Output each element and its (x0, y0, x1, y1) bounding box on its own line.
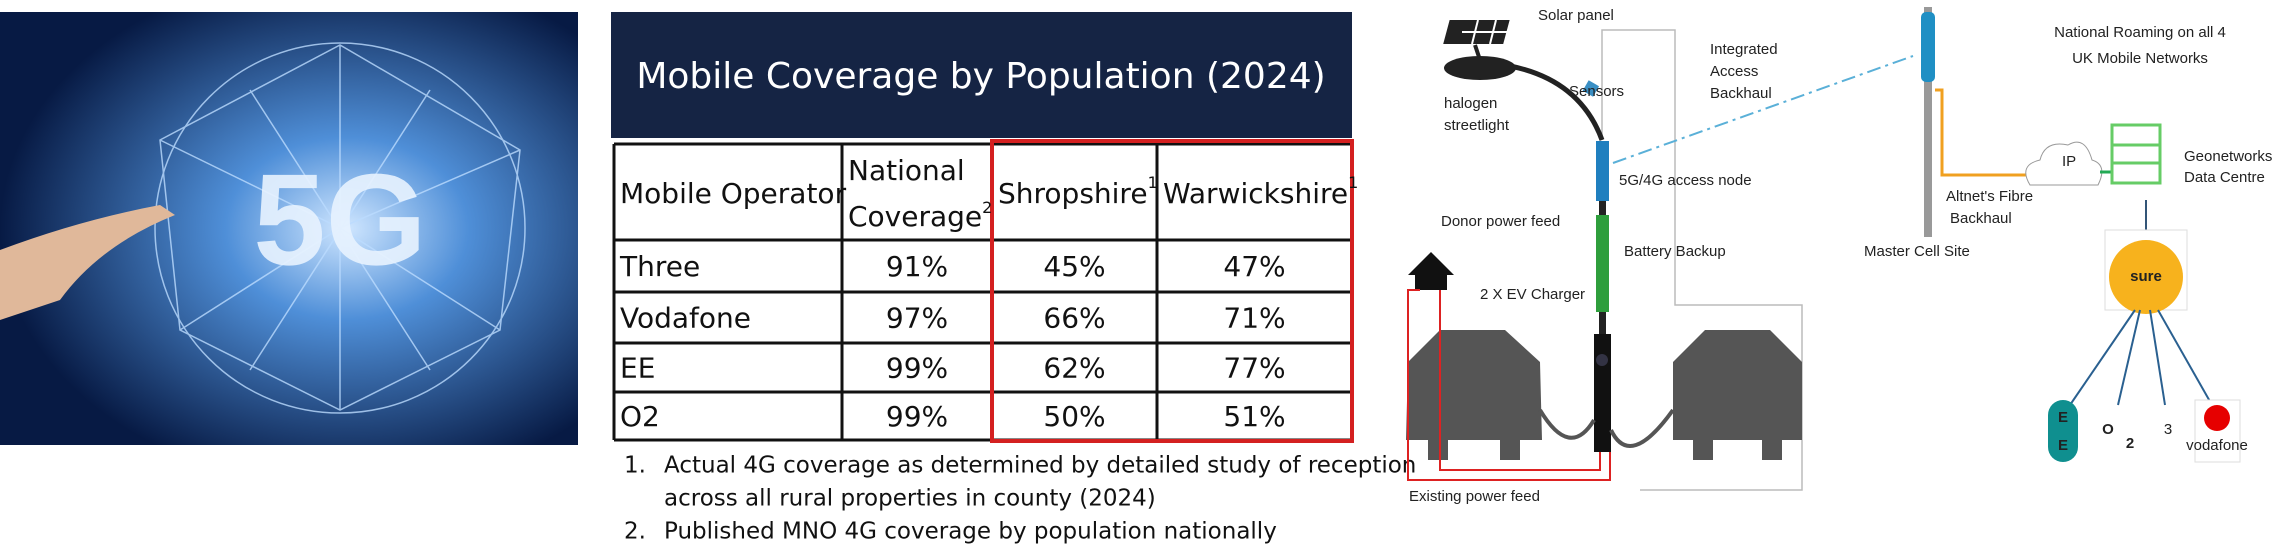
diagram-label: halogen (1444, 95, 1497, 112)
table-panel: Mobile Coverage by Population (2024) Mob… (611, 12, 1416, 545)
diagram-label: UK Mobile Networks (2072, 50, 2208, 67)
diagram-label: O (2102, 421, 2114, 438)
diagram-label: Solar panel (1538, 7, 1614, 24)
diagram-label: Backhaul (1710, 85, 1772, 102)
table-cell: Three (619, 250, 700, 283)
diagram-label: 3 (2164, 421, 2172, 438)
diagram-label: Data Centre (2184, 169, 2265, 186)
footnote-text: Actual 4G coverage as determined by deta… (664, 453, 1416, 479)
header-cell: Shropshire1 (998, 173, 1158, 211)
table-cell: 77% (1223, 352, 1285, 385)
header-note: 1 (1348, 173, 1358, 192)
diagram-label: National Roaming on all 4 (2054, 24, 2226, 41)
table-cell: 45% (1043, 250, 1105, 283)
diagram-label: Battery Backup (1624, 243, 1726, 260)
diagram-label: 2 X EV Charger (1480, 286, 1585, 303)
diagram-label: 5G/4G access node (1619, 172, 1752, 189)
header-text: Shropshire (998, 177, 1148, 210)
header-cell: National (848, 154, 965, 187)
diagram-label: 2 (2126, 435, 2134, 452)
diagram-label: Backhaul (1950, 210, 2012, 227)
table-cell: 62% (1043, 352, 1105, 385)
image-text: 5G (253, 146, 426, 292)
diagram-label: sure (2130, 268, 2162, 285)
footnote-number: 2. (624, 519, 646, 545)
footnote-text: Published MNO 4G coverage by population … (664, 519, 1277, 545)
diagram-label: Altnet's Fibre (1946, 188, 2033, 205)
table-cell: 66% (1043, 302, 1105, 335)
hero-image: 5G (0, 12, 578, 445)
diagram-label: Master Cell Site (1864, 243, 1970, 260)
header-cell: Coverage2 (848, 198, 992, 234)
table-cell: EE (620, 352, 655, 385)
diagram-label: Access (1710, 63, 1758, 80)
header-note: 1 (1148, 173, 1158, 192)
diagram-label: Integrated (1710, 41, 1778, 58)
table-title: Mobile Coverage by Population (2024) (636, 56, 1325, 97)
diagram-label: Existing power feed (1409, 488, 1540, 505)
table-cell: 91% (886, 250, 948, 283)
header-note: 2 (982, 198, 992, 217)
diagram-label: E (2058, 409, 2068, 426)
diagram-label: Sensors (1569, 83, 1624, 100)
table-cell: 99% (886, 352, 948, 385)
table-cell: Vodafone (620, 302, 751, 335)
header-text: Warwickshire (1163, 177, 1348, 210)
table-cell: 47% (1223, 250, 1285, 283)
diagram-label: Geonetworks (2184, 148, 2272, 165)
table-cell: 97% (886, 302, 948, 335)
diagram-label: vodafone (2186, 437, 2248, 454)
table-cell: 51% (1223, 400, 1285, 433)
diagram-label: IP (2062, 153, 2076, 170)
diagram-label: Donor power feed (1441, 213, 1560, 230)
table-cell: 99% (886, 400, 948, 433)
footnote-number: 1. (624, 453, 646, 479)
table-cell: 71% (1223, 302, 1285, 335)
highlight-box (990, 139, 1354, 443)
header-text: Mobile Operator (620, 177, 847, 210)
table-cell: 50% (1043, 400, 1105, 433)
table-cell: O2 (620, 400, 660, 433)
footnote-text: across all rural properties in county (2… (664, 486, 1156, 512)
diagram: Solar panel halogen streetlight Sensors Inte… (1406, 7, 2272, 505)
header-cell: Warwickshire1 (1163, 173, 1358, 211)
diagram-label: E (2058, 437, 2068, 454)
diagram-label: streetlight (1444, 117, 1510, 134)
header-cell: Mobile Operator (620, 177, 847, 210)
